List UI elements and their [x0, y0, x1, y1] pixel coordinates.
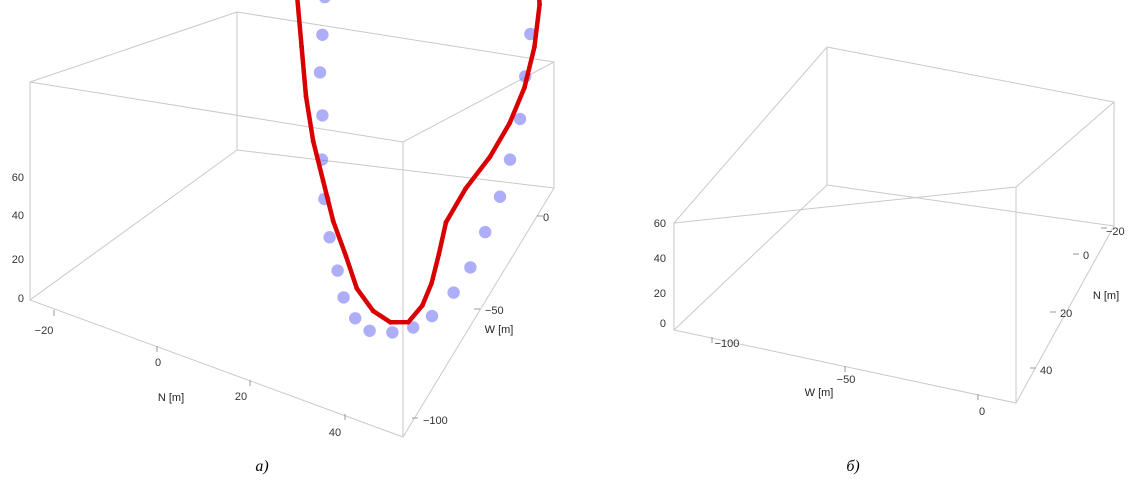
reference-point [503, 153, 517, 166]
estimated-point [303, 94, 309, 99]
w-tick-label: −100 [715, 338, 740, 350]
z-tick-label: 60 [654, 218, 666, 230]
estimated-point [299, 44, 304, 50]
n-axis-label: N [m] [158, 392, 184, 404]
z-tick-label: 40 [654, 253, 666, 265]
panel-b-z-ticks: 60 40 20 0 [654, 218, 666, 330]
reference-point [407, 321, 420, 334]
estimated-point [330, 218, 336, 224]
reference-point [386, 326, 399, 339]
w-tick-label: −50 [485, 305, 504, 317]
estimated-point [354, 286, 360, 291]
panel-b-caption: б) [846, 458, 859, 475]
reference-point [363, 324, 376, 337]
panel-a: 60 40 20 0 −20 0 20 40 N [m] 0 −50 −100 … [12, 0, 556, 475]
reference-point [313, 66, 327, 79]
panel-a-n-ticks: −20 0 20 40 N [m] [35, 310, 346, 439]
n-tick-label: 40 [329, 427, 341, 439]
panel-b-data [1124, 0, 1129, 245]
n-tick-label: 40 [1040, 365, 1052, 377]
panel-b: 60 40 20 0 −100 −50 0 W [m] −20 0 20 40 … [654, 0, 1129, 475]
estimated-point [463, 186, 468, 192]
w-tick-label: 0 [979, 406, 985, 418]
z-tick-label: 0 [660, 318, 666, 330]
estimated-point [406, 319, 411, 325]
reference-point [323, 231, 336, 244]
w-axis-label: W [m] [805, 387, 834, 399]
panel-b-n-ticks: −20 0 20 40 N [m] [1030, 226, 1125, 377]
w-tick-label: −50 [837, 374, 856, 386]
estimated-point [487, 154, 493, 160]
reference-point [316, 28, 329, 41]
n-tick-label: 20 [235, 391, 247, 403]
estimated-point [320, 178, 326, 184]
estimated-point [343, 253, 349, 259]
z-tick-label: 40 [12, 210, 24, 222]
reference-point [316, 109, 329, 122]
n-tick-label: −20 [1106, 226, 1125, 238]
panel-a-w-ticks: 0 −50 −100 W [m] [412, 212, 549, 427]
estimated-point [532, 44, 537, 50]
panel-a-caption: а) [255, 458, 268, 475]
n-tick-label: 20 [1060, 308, 1072, 320]
n-axis-label: N [m] [1093, 290, 1119, 302]
z-tick-label: 0 [18, 293, 24, 305]
reference-point [447, 286, 460, 299]
estimated-point [429, 280, 434, 286]
w-tick-label: 0 [543, 212, 549, 224]
reference-point [479, 225, 492, 239]
reference-point [425, 309, 439, 323]
panel-b-w-ticks: −100 −50 0 W [m] [711, 337, 985, 418]
panel-b-box [672, 46, 1116, 404]
reference-point [337, 291, 350, 304]
n-tick-label: 0 [155, 357, 161, 369]
panel-a-box [28, 11, 556, 438]
reference-point [349, 312, 362, 325]
reference-point [513, 112, 527, 126]
estimated-point [507, 120, 512, 126]
estimated-point [436, 252, 442, 257]
n-tick-label: 0 [1083, 250, 1089, 262]
n-tick-label: −20 [35, 325, 54, 337]
panel-a-data [295, 0, 542, 339]
estimated-point [522, 85, 527, 91]
estimated-point [443, 219, 449, 225]
estimated-point [420, 303, 425, 308]
reference-point [331, 264, 344, 277]
w-tick-label: −100 [423, 415, 448, 427]
panel-a-z-ticks: 60 40 20 0 [12, 172, 24, 305]
reference-point [319, 0, 331, 4]
z-tick-label: 20 [654, 288, 666, 300]
w-axis-label: W [m] [485, 324, 514, 336]
estimated-point [388, 319, 393, 325]
reference-point [493, 190, 507, 203]
estimated-point [537, 2, 542, 8]
z-tick-label: 60 [12, 172, 24, 184]
reference-point [464, 261, 477, 274]
estimated-point [310, 138, 316, 144]
estimated-point [370, 308, 376, 314]
z-tick-label: 20 [12, 254, 24, 266]
